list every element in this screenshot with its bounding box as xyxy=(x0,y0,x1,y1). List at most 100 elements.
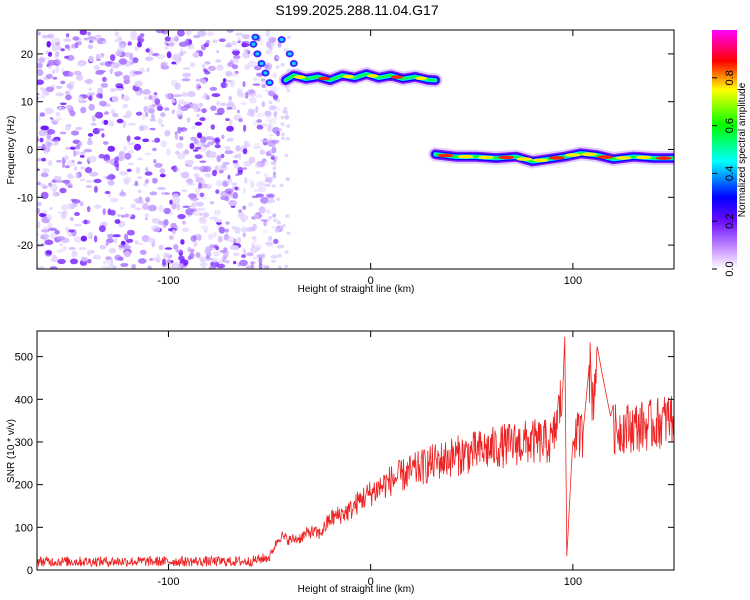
noise-speck xyxy=(40,125,49,131)
ridge-hotspot xyxy=(581,152,598,157)
noise-speck xyxy=(222,161,230,166)
noise-speck xyxy=(93,185,98,193)
noise-speck xyxy=(224,150,234,155)
noise-speck xyxy=(201,142,206,147)
noise-speck xyxy=(157,105,164,111)
noise-speck xyxy=(198,102,204,108)
noise-speck xyxy=(46,41,51,48)
noise-speck xyxy=(220,196,229,201)
noise-speck xyxy=(113,38,122,43)
noise-speck xyxy=(161,192,170,195)
noise-speck xyxy=(109,209,116,216)
noise-speck xyxy=(213,244,219,249)
noise-speck xyxy=(160,65,170,70)
noise-speck xyxy=(248,60,257,68)
noise-speck xyxy=(56,235,66,241)
noise-speck xyxy=(40,191,49,200)
noise-speck xyxy=(104,111,109,115)
noise-speck xyxy=(76,150,80,155)
noise-speck xyxy=(123,176,132,183)
noise-speck xyxy=(190,235,197,242)
noise-speck xyxy=(145,167,149,172)
noise-speck xyxy=(284,114,289,118)
noise-speck xyxy=(285,136,290,141)
noise-speck xyxy=(277,244,281,249)
noise-speck xyxy=(64,90,71,95)
noise-speck xyxy=(276,197,281,201)
noise-speck xyxy=(169,211,173,216)
noise-speck xyxy=(260,219,269,222)
noise-speck xyxy=(270,85,279,93)
noise-speck xyxy=(119,206,124,210)
noise-speck xyxy=(109,87,117,93)
noise-speck xyxy=(40,172,49,178)
noise-speck xyxy=(225,118,230,122)
noise-speck xyxy=(65,94,72,101)
noise-speck xyxy=(151,113,155,121)
noise-speck xyxy=(75,74,84,81)
noise-speck xyxy=(85,180,93,183)
noise-speck xyxy=(102,76,107,83)
noise-speck xyxy=(117,214,122,217)
ridge-hotspot xyxy=(477,155,494,160)
noise-speck xyxy=(187,255,192,261)
x-tick-label: 0 xyxy=(368,275,374,287)
noise-speck xyxy=(56,85,63,90)
ridge-hotspot xyxy=(597,155,614,159)
noise-speck xyxy=(149,127,156,131)
noise-speck xyxy=(250,246,259,253)
noise-speck xyxy=(98,54,104,59)
noise-speck xyxy=(160,112,166,118)
noise-speck xyxy=(182,205,191,208)
noise-speck xyxy=(28,256,34,260)
noise-speck xyxy=(268,100,273,105)
noise-speck xyxy=(211,258,219,263)
noise-speck xyxy=(110,109,116,115)
noise-speck xyxy=(107,233,114,239)
noise-speck xyxy=(113,160,120,168)
noise-speck xyxy=(88,55,95,63)
noise-speck xyxy=(267,193,276,198)
noise-speck xyxy=(228,119,233,126)
noise-speck xyxy=(65,182,73,187)
noise-speck xyxy=(88,87,92,92)
noise-speck xyxy=(273,94,279,101)
noise-speck xyxy=(126,141,136,146)
noise-speck xyxy=(141,235,150,242)
noise-speck xyxy=(194,146,202,150)
noise-speck xyxy=(261,160,270,163)
noise-speck xyxy=(228,199,238,207)
noise-speck xyxy=(163,219,169,226)
noise-speck xyxy=(256,112,265,118)
noise-speck xyxy=(134,45,139,52)
noise-speck xyxy=(171,54,180,62)
colorbar-ticks: 0.0 0.2 0.4 0.6 0.8 xyxy=(712,70,736,277)
noise-speck xyxy=(87,133,94,137)
noise-speck xyxy=(166,51,172,59)
y-tick-label: 0 xyxy=(27,145,33,157)
noise-speck xyxy=(79,155,85,158)
noise-speck xyxy=(64,155,69,161)
noise-speck xyxy=(210,105,217,111)
y-tick-label: 200 xyxy=(15,480,33,492)
noise-speck xyxy=(159,173,166,178)
noise-speck xyxy=(172,165,178,173)
noise-speck xyxy=(260,196,269,204)
noise-speck xyxy=(86,206,91,213)
noise-speck xyxy=(56,160,62,163)
noise-speck xyxy=(166,148,171,156)
noise-speck xyxy=(40,93,46,99)
noise-speck xyxy=(135,111,143,116)
noise-speck xyxy=(195,201,204,207)
noise-speck xyxy=(251,242,256,248)
noise-speck xyxy=(186,91,196,98)
noise-speck xyxy=(281,132,286,137)
noise-speck xyxy=(47,160,53,167)
noise-speck xyxy=(266,41,272,48)
noise-speck xyxy=(264,173,268,178)
noise-speck xyxy=(176,142,184,149)
noise-speck xyxy=(202,212,210,218)
noise-speck xyxy=(50,183,58,192)
noise-speck xyxy=(38,129,47,137)
noise-speck xyxy=(286,88,291,93)
